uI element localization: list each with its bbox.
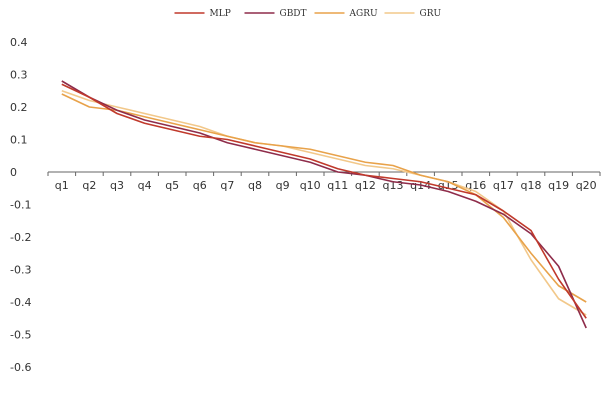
x-tick-label: q18 (521, 179, 542, 192)
series-line-gru (61, 89, 587, 316)
legend-label-mlp: MLP (210, 9, 231, 19)
y-tick-label: -0.5 (10, 329, 31, 342)
x-axis-tick-labels: q1 q2 q3 q4 q5 q6 q7 q8 q9 q10 q11 q12 q13 q14 q15 q16 q… (55, 179, 597, 192)
y-tick-label: -0.2 (10, 231, 31, 244)
y-tick-label: -0.6 (10, 361, 31, 374)
x-tick-label: q2 (82, 179, 96, 192)
x-tick-label: q11 (327, 179, 348, 192)
x-tick-label: q3 (110, 179, 124, 192)
x-tick-label: q5 (165, 179, 179, 192)
x-tick-label: q4 (138, 179, 152, 192)
y-tick-label: 0 (10, 166, 17, 179)
x-tick-label: q1 (55, 179, 69, 192)
legend-label-gbdt: GBDT (280, 9, 307, 19)
x-tick-label: q7 (220, 179, 234, 192)
x-tick-label: q8 (248, 179, 262, 192)
y-axis-tick-labels: 0.4 0.3 0.2 0.1 0 -0.1 -0.2 -0.3 -0.4 -0.5 -0.6 (10, 36, 31, 374)
y-tick-label: -0.3 (10, 264, 31, 277)
y-tick-label: -0.1 (10, 199, 31, 212)
y-tick-label: 0.2 (10, 101, 28, 114)
x-tick-label: q9 (276, 179, 290, 192)
y-tick-label: 0.4 (10, 36, 28, 49)
legend-label-gru: GRU (420, 9, 442, 19)
series-line-mlp (61, 83, 587, 319)
y-tick-label: 0.3 (10, 69, 28, 82)
x-tick-label: q17 (493, 179, 514, 192)
x-tick-label: q6 (193, 179, 207, 192)
legend: MLP GBDT AGRU GRU (174, 9, 442, 19)
x-tick-label: q20 (576, 179, 597, 192)
x-tick-label: q10 (300, 179, 321, 192)
x-tick-label: q19 (548, 179, 569, 192)
y-tick-label: -0.4 (10, 296, 31, 309)
x-axis (47, 171, 601, 176)
x-tick-label: q12 (355, 179, 376, 192)
series-lines (61, 80, 587, 329)
y-tick-label: 0.1 (10, 134, 28, 147)
series-line-gbdt (61, 80, 587, 329)
series-line-agru (61, 93, 587, 303)
legend-label-agru: AGRU (349, 9, 378, 19)
x-tick-label: q16 (465, 179, 486, 192)
